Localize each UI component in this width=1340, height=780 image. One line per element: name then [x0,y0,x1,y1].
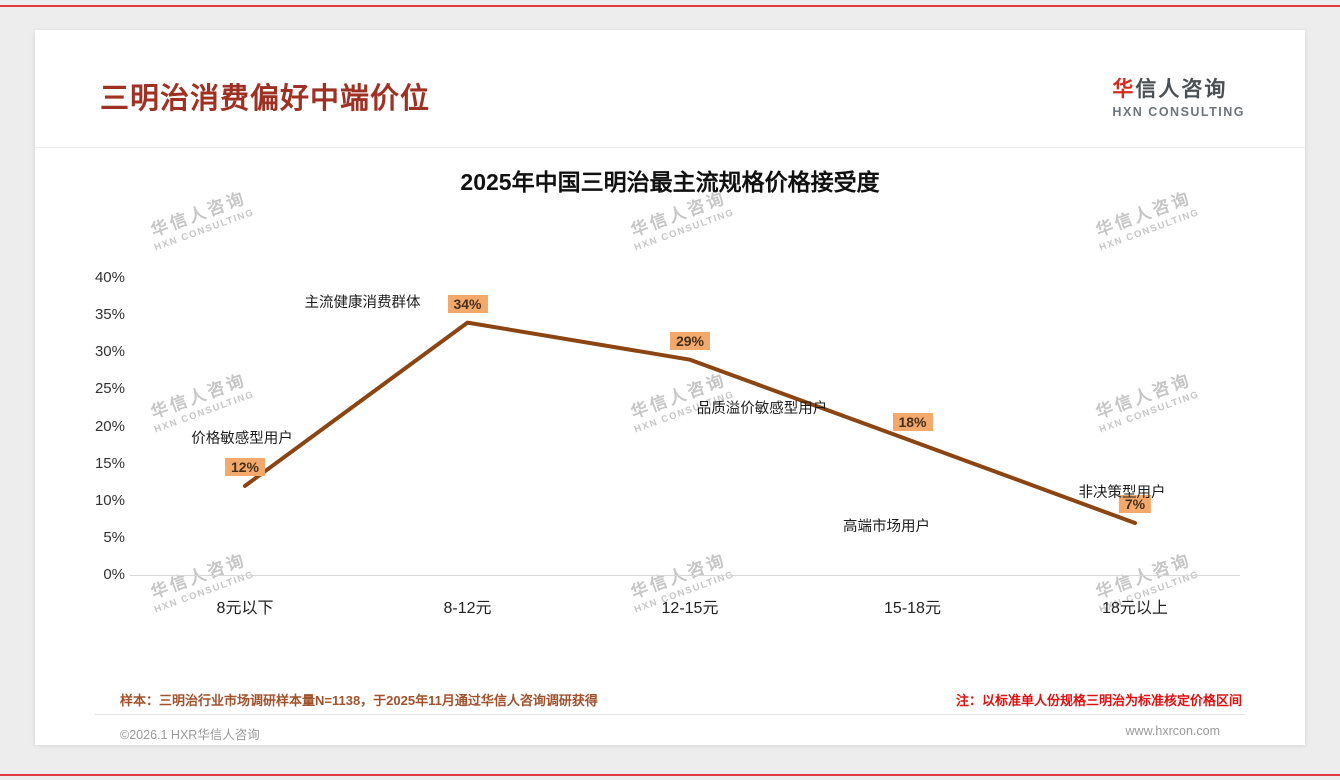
x-axis-category-label: 8元以下 [216,600,274,617]
price-note: 注：以标准单人份规格三明治为标准核定价格区间 [955,693,1242,708]
y-axis-tick-label: 30% [94,343,125,361]
line-series [243,320,1137,525]
y-axis-tick-label: 20% [94,417,125,435]
bottom-accent-line [0,774,1340,776]
segment-annotation: 品质溢价敏感型用户 [696,400,828,417]
website-link[interactable]: www.hxrcon.com [1125,724,1220,738]
logo: 华信人咨询 HXN CONSULTING [1112,73,1245,119]
segment-annotation: 主流健康消费群体 [304,294,421,311]
data-point-label: 12% [224,457,266,476]
sample-note: 样本：三明治行业市场调研样本量N=1138，于2025年11月通过华信人咨询调研… [120,693,598,708]
y-axis-tick-label: 10% [94,491,125,509]
header: 三明治消费偏好中端价位 华信人咨询 HXN CONSULTING [35,30,1305,148]
slide-card: 三明治消费偏好中端价位 华信人咨询 HXN CONSULTING 2025年中国… [35,30,1305,745]
x-axis-category-label: 8-12元 [443,600,492,617]
data-point-label: 29% [669,331,711,350]
page-title: 三明治消费偏好中端价位 [100,82,431,115]
y-axis-tick-label: 5% [103,528,125,546]
y-axis-tick-label: 0% [103,566,125,583]
x-axis-line [130,575,1240,576]
x-axis-category-label: 15-18元 [884,600,941,617]
logo-cn-accent: 华 [1112,77,1136,101]
y-axis-tick-label: 35% [94,306,125,324]
x-axis-category-label: 12-15元 [661,600,719,617]
data-point-label: 34% [447,294,488,313]
data-point-label: 7% [1118,495,1152,514]
copyright: ©2026.1 HXR华信人咨询 [120,728,260,742]
data-point-label: 18% [892,413,933,432]
notes-row: 样本：三明治行业市场调研样本量N=1138，于2025年11月通过华信人咨询调研… [120,690,1242,709]
segment-annotation: 非决策型用户 [1078,485,1166,502]
watermark-en: HXN CONSULTING [632,206,737,254]
segment-annotation: 价格敏感型用户 [191,430,293,447]
y-axis-tick-label: 25% [94,380,125,398]
y-axis-tick-label: 40% [94,269,125,286]
top-accent-line [0,5,1340,7]
segment-annotation: 高端市场用户 [843,519,930,536]
watermark-en: HXN CONSULTING [152,206,257,254]
y-axis-tick-label: 15% [94,454,125,472]
watermark-en: HXN CONSULTING [1097,206,1202,254]
footer-row: ©2026.1 HXR华信人咨询 www.hxrcon.com [95,714,1245,743]
logo-en: HXN CONSULTING [1112,104,1245,119]
logo-cn-rest: 信人咨询 [1135,77,1228,101]
chart-title: 2025年中国三明治最主流规格价格接受度 [460,169,880,195]
chart-area: 40% 35% 30% 25% 20% 15% 10% 5% 0% 8元以下 8-12元 12-15元… [35,260,1305,680]
logo-cn: 华信人咨询 [1112,73,1245,103]
x-axis-category-label: 18元以上 [1102,600,1168,617]
